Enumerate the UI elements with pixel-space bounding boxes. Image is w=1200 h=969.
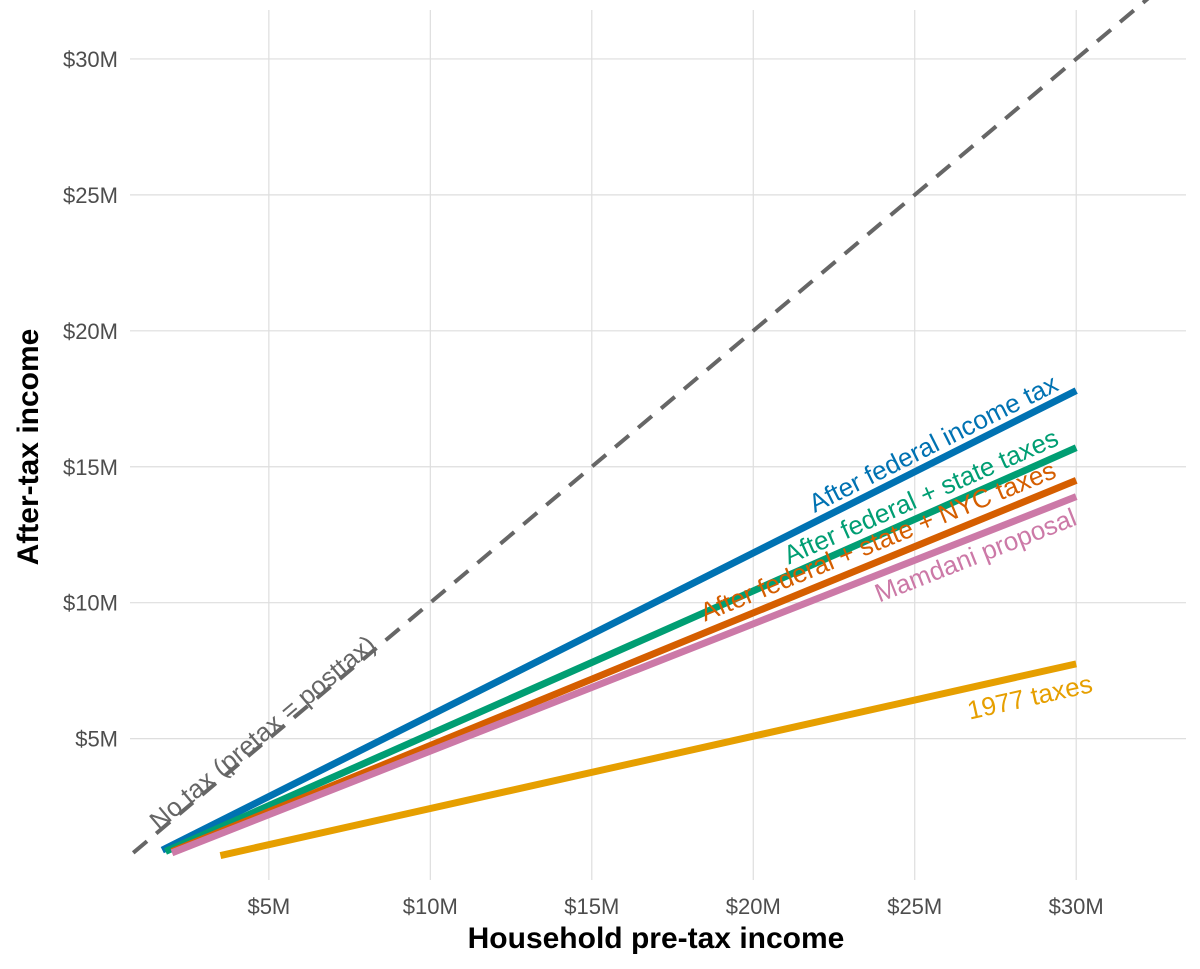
y-tick-label: $20M	[63, 319, 118, 344]
x-tick-label: $20M	[726, 894, 781, 919]
line-mamdani-proposal	[170, 493, 1078, 857]
y-tick-label: $30M	[63, 47, 118, 72]
x-tick-label: $10M	[403, 894, 458, 919]
plot-lines	[131, 0, 1150, 859]
x-tick-label: $25M	[887, 894, 942, 919]
x-tick-label: $30M	[1049, 894, 1104, 919]
axis-ticks: $5M $10M $15M $20M $25M $30M $5M $10M $15M $20M $2…	[63, 47, 1104, 919]
y-tick-label: $10M	[63, 591, 118, 616]
y-tick-label: $25M	[63, 183, 118, 208]
line-no-tax-pretax-posttax	[131, 0, 1150, 855]
y-tick-label: $15M	[63, 455, 118, 480]
y-axis-title: After-tax income	[12, 329, 45, 566]
line-after-federal-state-nyc-taxes	[170, 477, 1078, 855]
line-after-federal-state-taxes	[164, 444, 1078, 855]
line-1977-taxes	[219, 660, 1077, 859]
y-tick-label: $5M	[75, 727, 118, 752]
x-axis-title: Household pre-tax income	[468, 922, 845, 955]
line-after-federal-income-tax	[160, 387, 1078, 854]
grid	[130, 10, 1186, 880]
x-tick-label: $15M	[564, 894, 619, 919]
x-tick-label: $5M	[247, 894, 290, 919]
